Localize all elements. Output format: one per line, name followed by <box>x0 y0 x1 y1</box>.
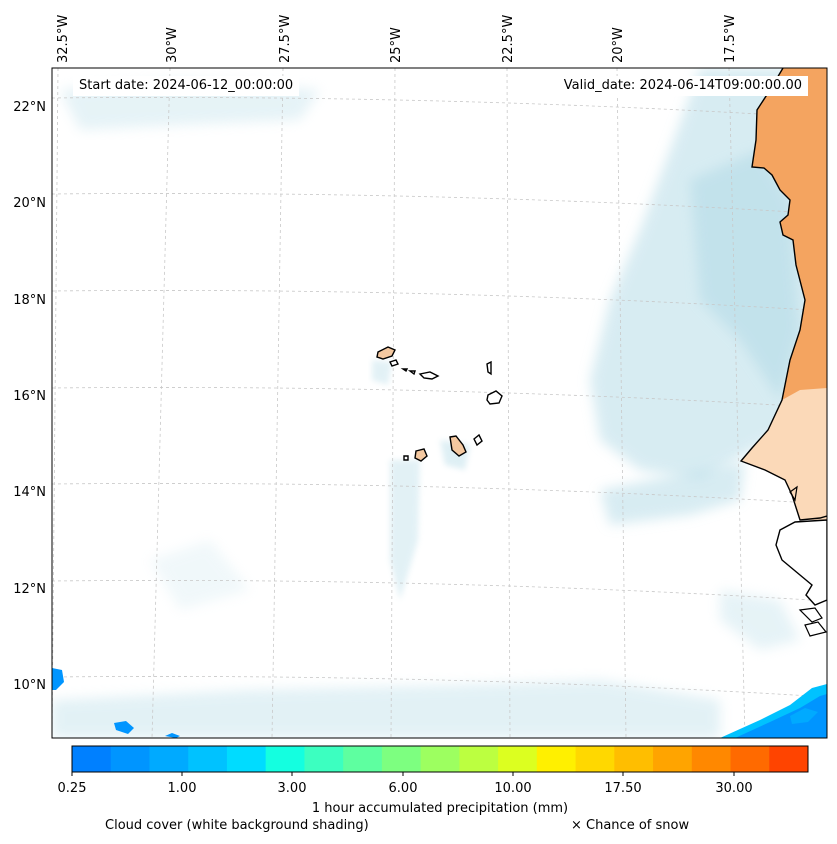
cloud-cover-legend: Cloud cover (white background shading) <box>105 818 369 833</box>
lon-label: 32.5°W <box>56 15 71 63</box>
lon-label: 20°W <box>611 27 626 63</box>
lat-label: 22°N <box>13 100 46 115</box>
colorbar-swatch <box>149 746 189 772</box>
island-boa-vista <box>486 390 503 405</box>
island-maio <box>473 433 483 447</box>
colorbar-swatch <box>653 746 693 772</box>
island-sao-vicente <box>389 359 399 367</box>
lon-label: 30°W <box>165 27 180 63</box>
lat-label: 14°N <box>13 485 46 500</box>
colorbar-swatch <box>614 746 654 772</box>
valid-date-label: Valid_date: 2024-06-14T09:00:00.00 <box>557 76 808 96</box>
snow-legend: × Chance of snow <box>571 818 690 833</box>
lat-label: 16°N <box>13 389 46 404</box>
colorbar-swatch <box>72 746 112 772</box>
colorbar-swatch <box>304 746 344 772</box>
start-date-label: Start date: 2024-06-12_00:00:00 <box>73 76 300 96</box>
colorbar-swatch <box>536 746 577 772</box>
colorbar-tick-label: 30.00 <box>715 781 753 796</box>
lat-label: 12°N <box>13 582 46 597</box>
map-area <box>52 68 827 738</box>
colorbar <box>72 746 809 772</box>
colorbar-tick-label: 3.00 <box>277 781 307 796</box>
colorbar-swatch <box>188 746 228 772</box>
colorbar-swatch <box>420 746 460 772</box>
colorbar-tick-label: 0.25 <box>57 781 87 796</box>
colorbar-swatch <box>691 746 732 772</box>
african-coast <box>739 68 827 637</box>
colorbar-swatch <box>226 746 267 772</box>
island-santa-luzia <box>400 368 409 373</box>
colorbar-swatch <box>575 746 615 772</box>
colorbar-swatch <box>343 746 383 772</box>
island-sal <box>486 360 492 376</box>
lat-label: 10°N <box>13 678 46 693</box>
lon-label: 22.5°W <box>501 15 516 63</box>
map-frame <box>51 67 828 739</box>
island-santiago <box>449 435 467 457</box>
island-brava <box>403 455 409 461</box>
colorbar-tick-label: 17.50 <box>604 781 642 796</box>
colorbar-title: 1 hour accumulated precipitation (mm) <box>311 801 569 816</box>
colorbar-swatch <box>110 746 150 772</box>
gridlines <box>52 68 827 738</box>
colorbar-tick-label: 1.00 <box>167 781 197 796</box>
colorbar-tick-label: 6.00 <box>388 781 418 796</box>
colorbar-swatch <box>730 746 770 772</box>
island-santo-antao <box>376 346 396 360</box>
lat-label: 20°N <box>13 196 46 211</box>
island-sao-nicolau <box>418 371 440 380</box>
colorbar-tick-label: 10.00 <box>494 781 532 796</box>
lon-label: 25°W <box>389 27 404 63</box>
island-raso <box>407 370 416 376</box>
lon-label: 27.5°W <box>278 15 293 63</box>
colorbar-ticks <box>71 772 735 776</box>
lon-label: 17.5°W <box>723 15 738 63</box>
lat-label: 18°N <box>13 293 46 308</box>
colorbar-swatch <box>498 746 538 772</box>
colorbar-frame <box>71 745 809 773</box>
colorbar-swatch <box>381 746 422 772</box>
precipitation-layer <box>52 668 827 738</box>
colorbar-swatch <box>265 746 305 772</box>
latitude-labels: 22°N 20°N 18°N 16°N 14°N 12°N 10°N <box>13 100 46 693</box>
island-fogo <box>414 448 428 462</box>
longitude-labels: 32.5°W 30°W 27.5°W 25°W 22.5°W 20°W 17.5… <box>56 15 738 63</box>
colorbar-swatch <box>459 746 499 772</box>
cape-verde-islands <box>376 346 503 462</box>
colorbar-swatch <box>769 746 809 772</box>
